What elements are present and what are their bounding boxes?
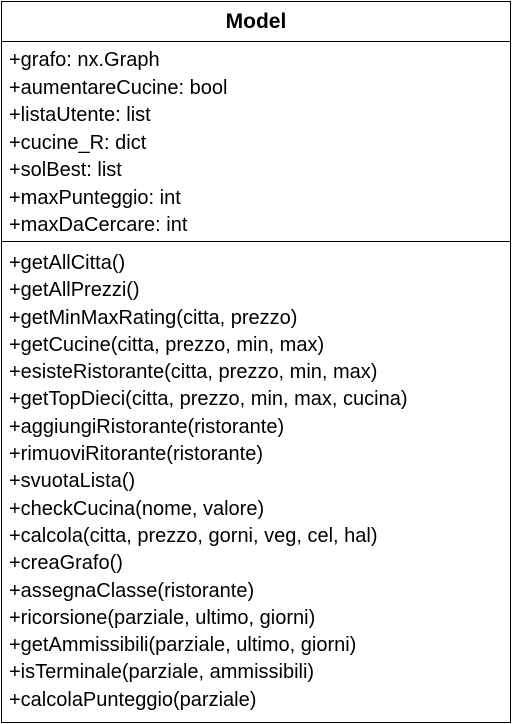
operation: +calcola(citta, prezzo, gorni, veg, cel,… — [9, 524, 378, 547]
operation: +ricorsione(parziale, ultimo, giorni) — [9, 606, 316, 629]
operation: +svuotaLista() — [9, 470, 136, 493]
class-name: Model — [2, 2, 510, 42]
attribute: +aumentareCucine: bool — [9, 76, 228, 99]
operation: +rimuoviRitorante(ristorante) — [9, 443, 263, 466]
operation: +esisteRistorante(citta, prezzo, min, ma… — [9, 361, 378, 384]
attribute: +maxPunteggio: int — [9, 186, 181, 209]
operation: +aggiungiRistorante(ristorante) — [9, 415, 285, 438]
operation: +getMinMaxRating(citta, prezzo) — [9, 306, 298, 329]
operation: +isTerminale(parziale, ammissibili) — [9, 661, 315, 684]
operation: +checkCucina(nome, valore) — [9, 497, 265, 520]
operation: +getAllPrezzi() — [9, 279, 140, 302]
operation: +assegnaClasse(ristorante) — [9, 579, 255, 602]
operation: +calcolaPunteggio(parziale) — [9, 688, 257, 711]
attributes-section: +grafo: nx.Graph +aumentareCucine: bool … — [2, 42, 510, 242]
operations-section: +getAllCitta() +getAllPrezzi() +getMinMa… — [2, 242, 510, 714]
attribute: +listaUtente: list — [9, 104, 151, 126]
operation: +getTopDieci(citta, prezzo, min, max, cu… — [9, 388, 408, 411]
operation: +getAmmissibili(parziale, ultimo, giorni… — [9, 634, 357, 657]
attribute: +cucine_R: dict — [9, 131, 147, 154]
operation: +creaGrafo() — [9, 552, 123, 575]
attribute: +grafo: nx.Graph — [9, 49, 160, 71]
operation: +getCucine(citta, prezzo, min, max) — [9, 333, 325, 356]
attribute: +maxDaCercare: int — [9, 214, 188, 236]
attribute: +solBest: list — [9, 159, 122, 181]
operation: +getAllCitta() — [9, 252, 126, 274]
